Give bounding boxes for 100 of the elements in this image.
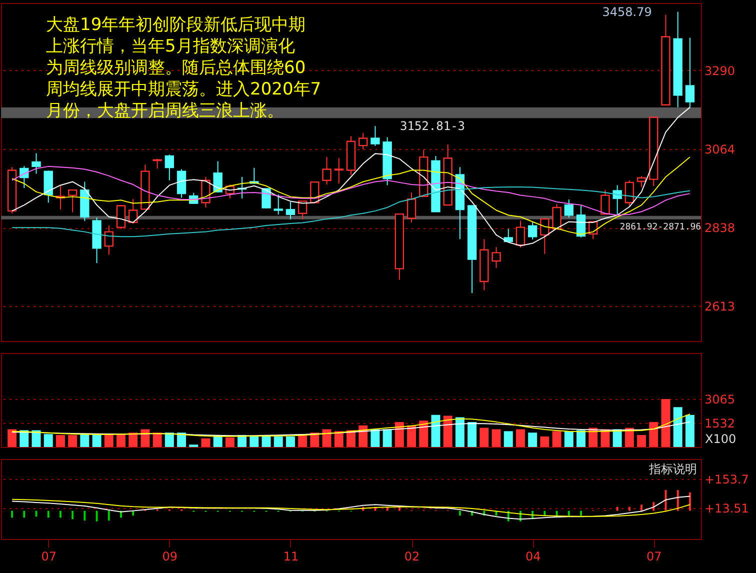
bar (556, 510, 558, 516)
y-tick-label: 1532 (704, 416, 736, 430)
bar (673, 407, 682, 447)
bar (661, 398, 670, 447)
bar (59, 510, 62, 518)
y-tick-label: 3065 (704, 392, 736, 406)
bar (225, 437, 234, 447)
bar (23, 510, 26, 518)
bar (128, 432, 138, 447)
bar (580, 510, 582, 516)
bar (11, 510, 14, 518)
bar (576, 430, 586, 447)
bar (649, 422, 658, 447)
bar (56, 435, 65, 447)
candlestick (504, 228, 513, 242)
bar (407, 425, 416, 447)
candlestick (104, 225, 114, 256)
bar (492, 429, 501, 447)
candlestick (370, 126, 380, 146)
bar (32, 430, 41, 447)
bar (640, 504, 643, 511)
bar (47, 510, 50, 518)
text: X100 (705, 432, 736, 446)
bar (334, 431, 344, 447)
candlestick (44, 170, 53, 204)
y-tick-label: 3064 (704, 142, 736, 157)
bar (616, 506, 618, 511)
bar (455, 417, 464, 447)
candlestick (564, 198, 574, 218)
bar (431, 414, 440, 447)
bar (688, 492, 691, 511)
band-label: 3152.81-3 (400, 119, 466, 134)
candlestick (176, 168, 186, 198)
bar (370, 429, 380, 447)
annotation: 指标说明 (648, 462, 697, 476)
x-tick-label: 04 (525, 550, 541, 564)
bar (564, 431, 574, 447)
bar (394, 422, 404, 447)
candlestick (358, 132, 368, 150)
candlestick (600, 190, 610, 215)
bar (685, 414, 694, 447)
bar (443, 416, 452, 447)
bar (382, 429, 392, 447)
candlestick (322, 156, 332, 186)
candlestick (636, 176, 646, 188)
bar (480, 428, 489, 447)
bar (177, 432, 186, 447)
x-tick-label: 07 (646, 550, 662, 564)
x-tick-label: 09 (162, 550, 178, 564)
bar (274, 436, 283, 447)
candlestick (334, 158, 344, 184)
bar (44, 434, 53, 447)
annotation: 上涨行情，当年5月指数深调演化 (46, 36, 295, 56)
bar (322, 429, 332, 447)
bar (108, 510, 110, 521)
bar (116, 434, 126, 447)
bar (358, 425, 368, 447)
candlestick (274, 194, 283, 215)
candlestick (32, 152, 41, 174)
y-tick-label: +13.51 (704, 502, 749, 516)
candlestick (552, 203, 562, 230)
bar (664, 490, 667, 511)
candlestick (406, 192, 416, 223)
candlestick (116, 204, 126, 230)
bar (540, 436, 550, 447)
bar (8, 429, 17, 447)
band-label: 2861.92-2871.96 (620, 222, 702, 232)
annotation: 周均线展开中期震荡。进入2020年7 (46, 80, 322, 100)
bar (568, 510, 570, 516)
bar (516, 429, 525, 447)
candlestick (492, 246, 501, 268)
bar (201, 438, 210, 447)
line-series (12, 166, 690, 216)
candlestick (164, 154, 174, 181)
bar (92, 434, 102, 447)
bar (140, 429, 150, 447)
bar (419, 420, 428, 447)
bar (676, 490, 679, 511)
y-tick-label: 2838 (704, 221, 736, 236)
candlestick (68, 188, 78, 213)
y-tick-label: +153.7 (704, 472, 749, 486)
candlestick (540, 218, 550, 255)
bar (35, 510, 38, 517)
bar (552, 431, 562, 447)
bar (637, 435, 646, 447)
bar (164, 432, 174, 447)
candlestick (685, 37, 695, 108)
bar (96, 510, 98, 522)
annotation: 为周线级别调整。随后总体围绕60 (46, 58, 306, 78)
bar (628, 506, 630, 511)
candlestick (612, 184, 622, 216)
bar (152, 432, 162, 447)
bar (68, 435, 78, 447)
annotation: 3458.79 (602, 5, 652, 19)
line-series (12, 421, 690, 436)
y-tick-label: 3290 (704, 64, 736, 78)
annotation: 月份，大盘开启周线三浪上涨。 (46, 101, 284, 121)
candlestick (298, 200, 308, 220)
x-tick-label: 07 (41, 550, 57, 564)
candlestick (624, 180, 634, 206)
